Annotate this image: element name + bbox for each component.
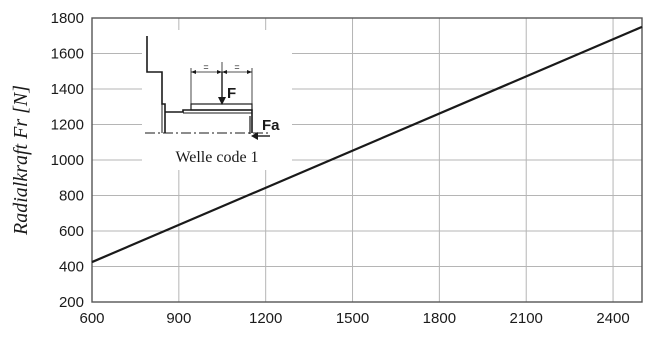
y-tick-label: 1200 bbox=[51, 117, 84, 134]
dim-mark-right: = bbox=[234, 62, 239, 72]
x-tick-label: 2400 bbox=[596, 310, 629, 327]
inset-caption: Welle code 1 bbox=[175, 149, 258, 166]
axial-force-label: Fa bbox=[262, 117, 280, 134]
y-tick-label: 1600 bbox=[51, 46, 84, 63]
dim-mark-left: = bbox=[203, 62, 208, 72]
y-tick-label: 600 bbox=[59, 223, 84, 240]
x-tick-label: 600 bbox=[79, 310, 104, 327]
y-tick-label: 200 bbox=[59, 294, 84, 311]
y-axis-label: Radialkraft Fr [N] bbox=[10, 85, 32, 236]
y-tick-label: 400 bbox=[59, 259, 84, 276]
y-tick-labels: 200 400 600 800 1000 1200 1400 1600 1800 bbox=[51, 10, 84, 311]
inset-shaft-diagram: = = F Fa Welle code 1 bbox=[142, 30, 292, 170]
y-tick-label: 800 bbox=[59, 188, 84, 205]
x-tick-label: 1200 bbox=[249, 310, 282, 327]
force-label: F bbox=[227, 85, 236, 102]
x-tick-label: 900 bbox=[166, 310, 191, 327]
x-tick-label: 2100 bbox=[510, 310, 543, 327]
x-tick-label: 1800 bbox=[423, 310, 456, 327]
y-tick-label: 1000 bbox=[51, 152, 84, 169]
y-tick-label: 1400 bbox=[51, 81, 84, 98]
y-tick-label: 1800 bbox=[51, 10, 84, 27]
x-tick-label: 1500 bbox=[336, 310, 369, 327]
x-tick-labels: 600 900 1200 1500 1800 2100 2400 bbox=[79, 310, 629, 327]
